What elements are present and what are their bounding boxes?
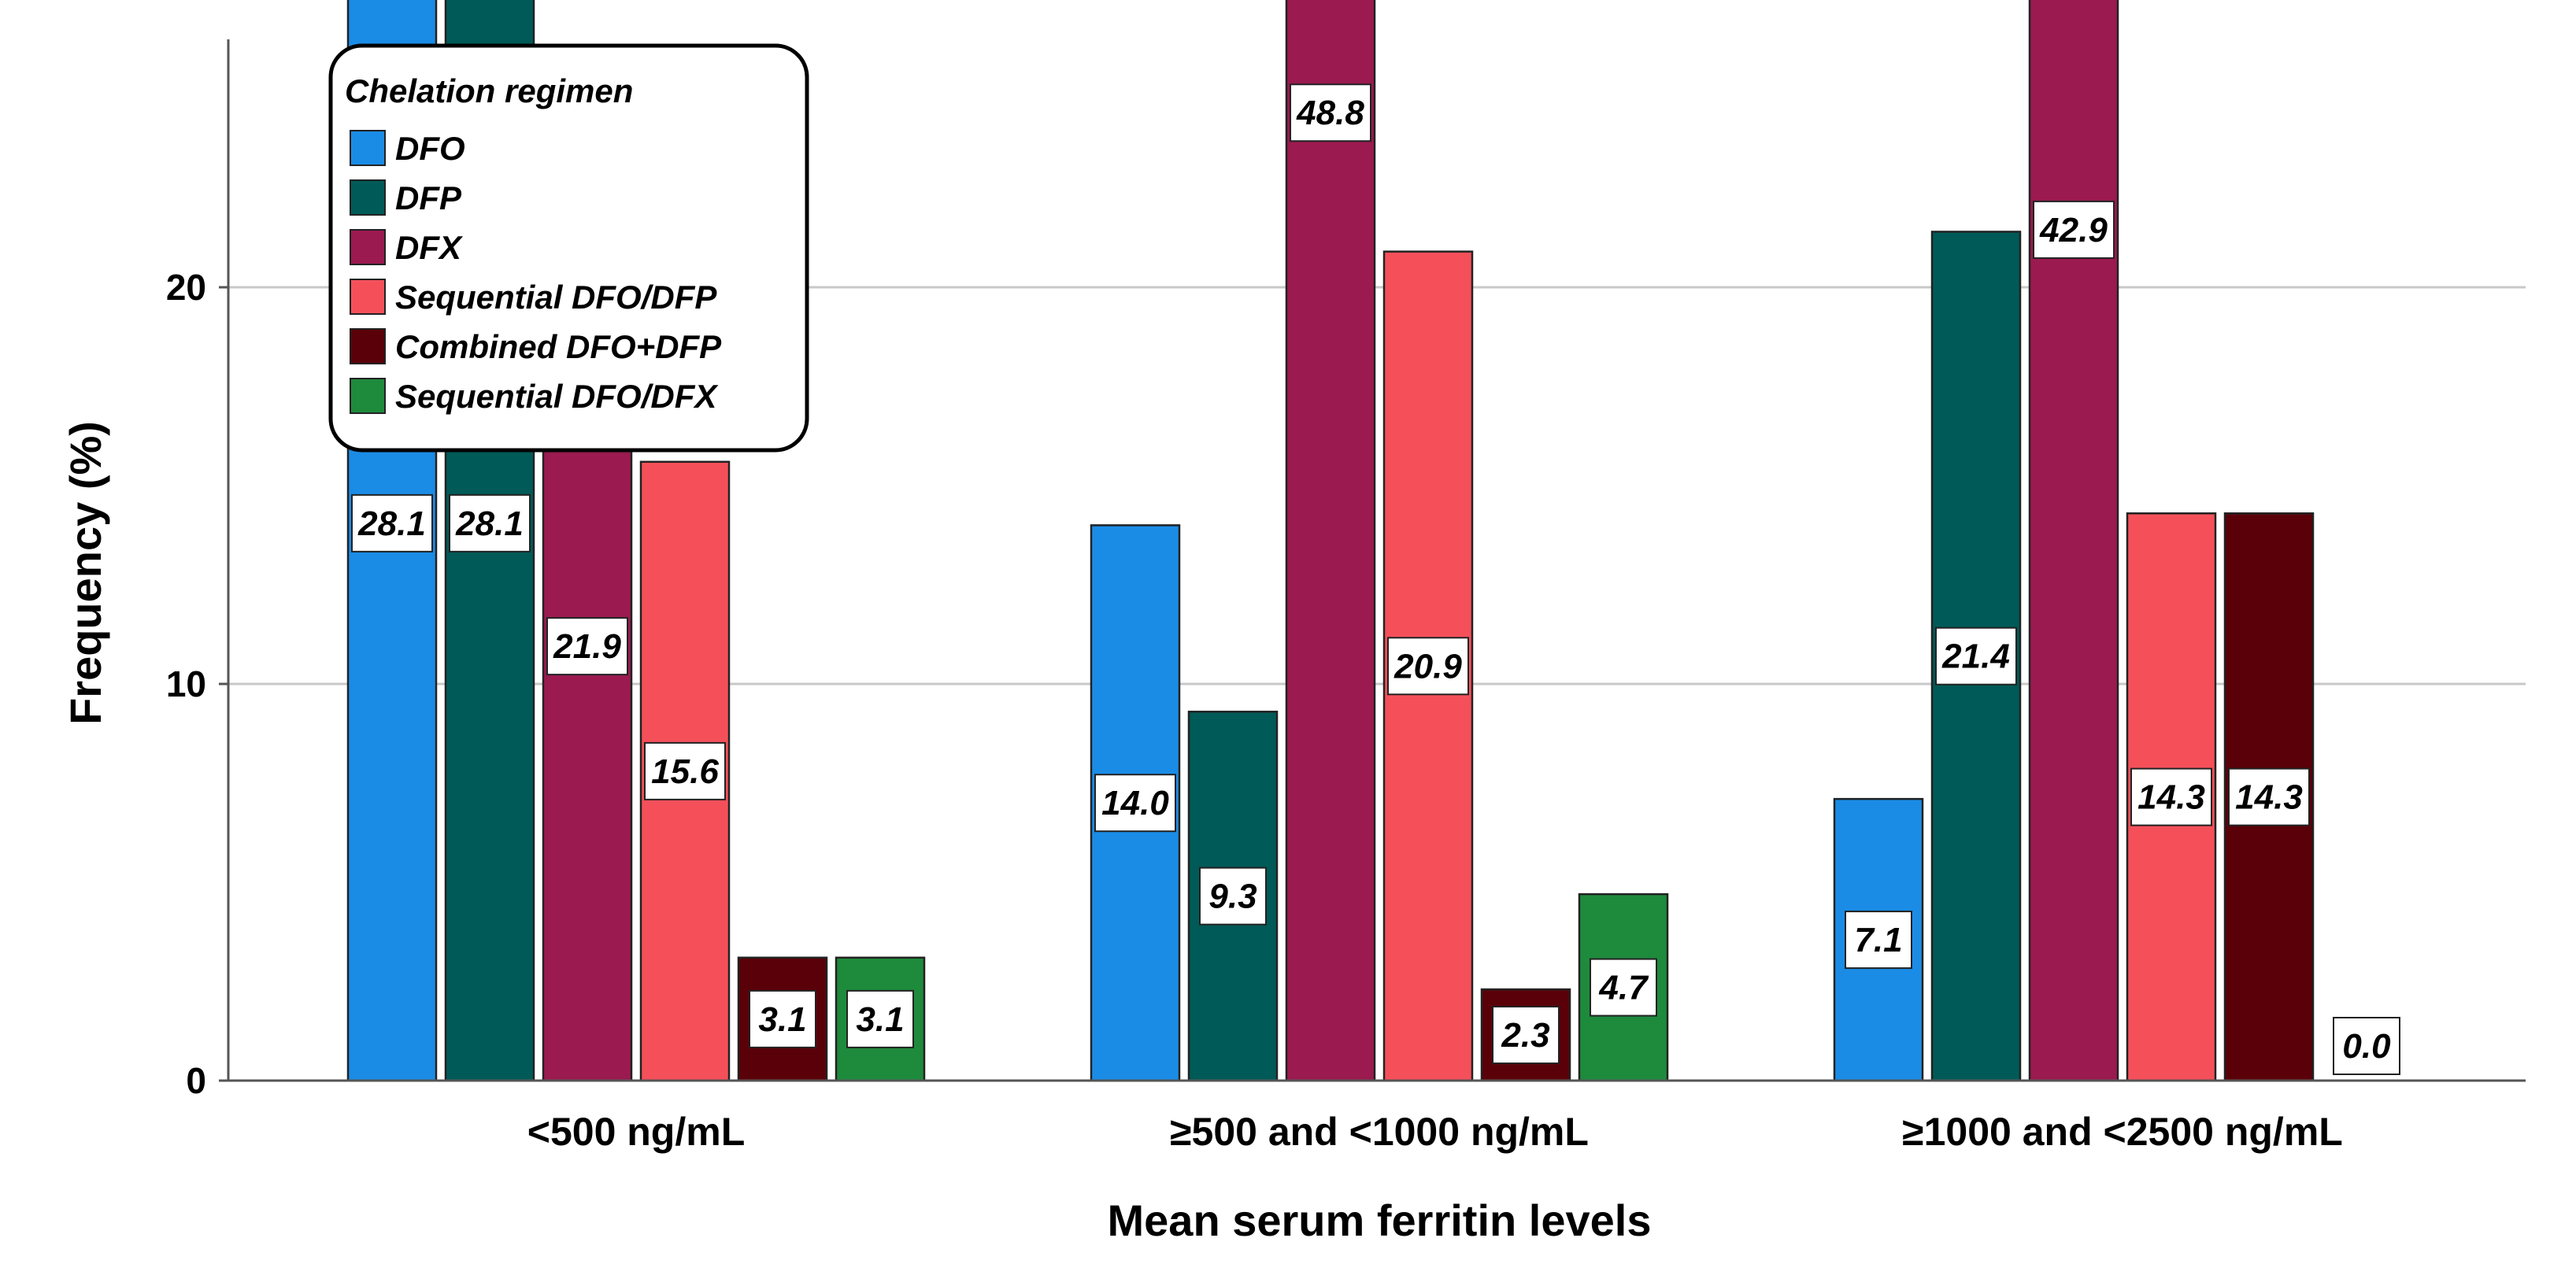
x-category-label: ≥1000 and <2500 ng/mL xyxy=(1902,1110,2343,1154)
data-label-box xyxy=(2333,1017,2400,1075)
legend-item-label: DFO xyxy=(395,130,465,167)
data-label-box xyxy=(1492,1006,1560,1065)
data-label-box xyxy=(546,617,628,676)
legend-item-label: DFX xyxy=(395,229,464,266)
data-label: 4.7 xyxy=(1598,969,1649,1007)
legend-swatch xyxy=(350,179,386,216)
legend-item-label: DFP xyxy=(395,179,462,216)
data-label-box xyxy=(449,493,531,552)
legend-swatch xyxy=(350,328,386,364)
data-label-box xyxy=(2130,767,2212,826)
legend-swatch xyxy=(350,279,386,315)
legend-swatch xyxy=(350,378,386,414)
legend-item-label: Sequential DFO/DFP xyxy=(395,279,717,316)
legend-box xyxy=(328,43,809,453)
data-label: 42.9 xyxy=(2039,211,2108,249)
data-label: 7.1 xyxy=(1854,921,1902,959)
y-tick-label: 20 xyxy=(166,267,206,308)
x-category-label: ≥500 and <1000 ng/mL xyxy=(1170,1110,1589,1154)
bar xyxy=(1285,0,1376,1082)
legend-item-label: Sequential DFO/DFX xyxy=(395,378,719,415)
data-label: 28.1 xyxy=(357,504,426,543)
data-label-box xyxy=(1845,911,1912,970)
data-label: 14.0 xyxy=(1101,784,1169,822)
y-axis-title: Frequency (%) xyxy=(61,421,110,725)
legend-item-label: Combined DFO+DFP xyxy=(395,328,722,365)
data-label-box xyxy=(2228,767,2310,826)
data-label: 0.0 xyxy=(2342,1027,2391,1066)
data-label: 20.9 xyxy=(1393,647,1462,686)
data-label-box xyxy=(749,989,816,1048)
data-label-box xyxy=(1199,867,1267,926)
y-tick-label: 10 xyxy=(166,663,206,704)
y-tick-label: 0 xyxy=(186,1060,206,1101)
legend: Chelation regimen DFO DFP DFX Sequential DFO… xyxy=(328,43,809,453)
data-label-box xyxy=(351,493,433,552)
data-label-box xyxy=(1290,83,1371,142)
data-label-box xyxy=(1935,626,2017,686)
bar xyxy=(2028,0,2119,1082)
x-axis-title: Mean serum ferritin levels xyxy=(1108,1196,1652,1245)
data-label-box xyxy=(1387,637,1469,696)
data-label-box xyxy=(1590,958,1657,1017)
data-labels: 28.1 28.1 21.9 15.6 3.1 3.1 14.0 9.3 48.8 20.9 2.3… xyxy=(351,83,2400,1075)
data-label: 14.3 xyxy=(2137,778,2205,817)
data-label-box xyxy=(644,741,726,800)
data-label: 21.9 xyxy=(553,627,621,666)
data-label-box xyxy=(1094,774,1176,833)
data-label: 28.1 xyxy=(455,504,524,543)
data-label: 14.3 xyxy=(2235,778,2303,817)
data-label: 3.1 xyxy=(758,1000,806,1039)
x-category-label: <500 ng/mL xyxy=(527,1110,746,1154)
data-label: 15.6 xyxy=(651,752,719,791)
data-label: 48.8 xyxy=(1296,94,1364,132)
axes: 01020304050<500 ng/mL≥500 and <1000 ng/m… xyxy=(166,39,2526,1154)
data-label: 2.3 xyxy=(1501,1016,1549,1055)
legend-title: Chelation regimen xyxy=(345,72,633,109)
data-label: 9.3 xyxy=(1208,878,1257,916)
data-label: 21.4 xyxy=(1941,638,2010,676)
legend-swatch xyxy=(350,130,386,166)
data-label: 3.1 xyxy=(856,1000,904,1039)
data-label-box xyxy=(2033,200,2115,259)
data-label-box xyxy=(846,989,914,1048)
legend-swatch xyxy=(350,229,386,265)
